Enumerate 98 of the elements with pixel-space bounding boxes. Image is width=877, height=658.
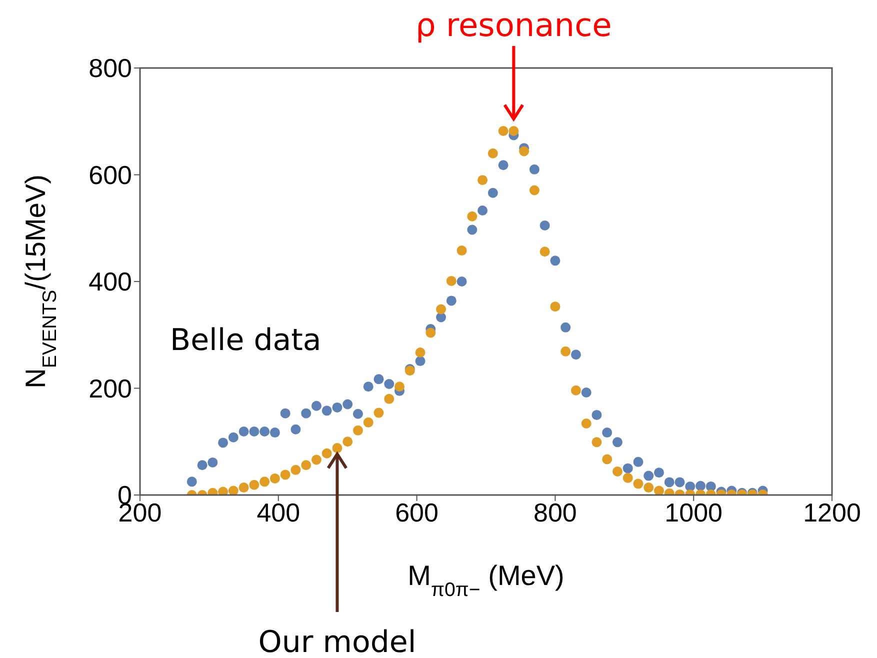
y-tick-label: 200	[88, 373, 132, 404]
point	[570, 350, 581, 360]
point	[446, 276, 456, 286]
point	[478, 175, 488, 186]
point	[498, 160, 508, 170]
point	[529, 164, 540, 174]
point	[311, 454, 322, 465]
point	[238, 482, 249, 493]
point	[674, 477, 685, 488]
x-axis-title: M$_{π0π−}$ (MeV)	[408, 560, 564, 601]
y-tick-label: 600	[88, 160, 132, 190]
point	[540, 246, 550, 257]
point	[456, 246, 467, 256]
point	[581, 388, 592, 398]
point	[208, 457, 218, 468]
point	[622, 472, 633, 483]
annotation: Belle data	[170, 322, 322, 358]
point	[550, 256, 560, 266]
point	[415, 356, 426, 366]
point	[550, 302, 560, 312]
point	[290, 464, 301, 475]
point	[301, 460, 312, 470]
point	[644, 470, 654, 481]
point	[363, 417, 374, 428]
point	[467, 224, 478, 235]
point	[363, 382, 374, 392]
point	[260, 426, 270, 436]
point	[322, 406, 332, 416]
point	[654, 468, 664, 478]
point	[488, 148, 498, 158]
x-tick-label: 1000	[664, 497, 723, 528]
point	[218, 486, 228, 495]
point	[633, 456, 644, 467]
point	[374, 374, 384, 384]
point	[352, 408, 363, 419]
point	[508, 126, 519, 136]
point	[290, 424, 301, 434]
point	[602, 428, 612, 438]
point	[519, 146, 530, 156]
x-tick-label: 600	[395, 497, 438, 528]
point	[384, 394, 394, 404]
point	[456, 276, 467, 286]
point	[260, 476, 270, 487]
point	[342, 436, 353, 447]
point	[654, 486, 664, 495]
point	[394, 382, 404, 392]
point	[332, 443, 342, 454]
point	[560, 322, 571, 332]
point	[581, 418, 592, 428]
point	[249, 480, 260, 490]
point	[374, 408, 384, 418]
point	[664, 477, 674, 488]
x-tick-label: 400	[256, 497, 300, 528]
point	[560, 346, 571, 356]
point	[280, 408, 290, 418]
point	[622, 463, 633, 474]
point	[644, 482, 654, 493]
point	[540, 220, 550, 230]
point	[612, 437, 622, 448]
point	[696, 480, 706, 491]
point	[446, 296, 456, 306]
point	[332, 402, 342, 412]
point	[478, 206, 488, 216]
point	[498, 126, 508, 136]
point	[570, 385, 581, 396]
x-tick-label: 1200	[803, 497, 861, 528]
point	[426, 328, 436, 338]
point	[415, 347, 426, 358]
point	[311, 400, 322, 411]
x-tick-label: 800	[534, 497, 577, 528]
point	[186, 476, 197, 487]
point	[228, 432, 238, 442]
point	[467, 211, 478, 222]
point	[633, 478, 644, 489]
point	[197, 460, 208, 470]
point	[592, 410, 602, 420]
annotation: Our model	[258, 625, 416, 658]
point	[488, 188, 498, 198]
point	[352, 425, 363, 436]
point	[384, 378, 394, 389]
point	[270, 473, 280, 484]
y-tick-label: 800	[88, 53, 132, 84]
point	[436, 304, 446, 314]
point	[249, 426, 260, 436]
annotation: ρ resonance	[416, 6, 612, 44]
point	[602, 454, 612, 464]
point	[301, 408, 312, 418]
point	[612, 466, 622, 477]
point	[270, 428, 280, 438]
point	[529, 185, 540, 196]
point	[342, 399, 353, 410]
point	[592, 437, 602, 448]
point	[218, 438, 228, 448]
point	[280, 470, 290, 480]
point	[228, 486, 238, 495]
y-tick-label: 400	[88, 266, 132, 297]
point	[322, 448, 332, 458]
point	[238, 426, 249, 436]
